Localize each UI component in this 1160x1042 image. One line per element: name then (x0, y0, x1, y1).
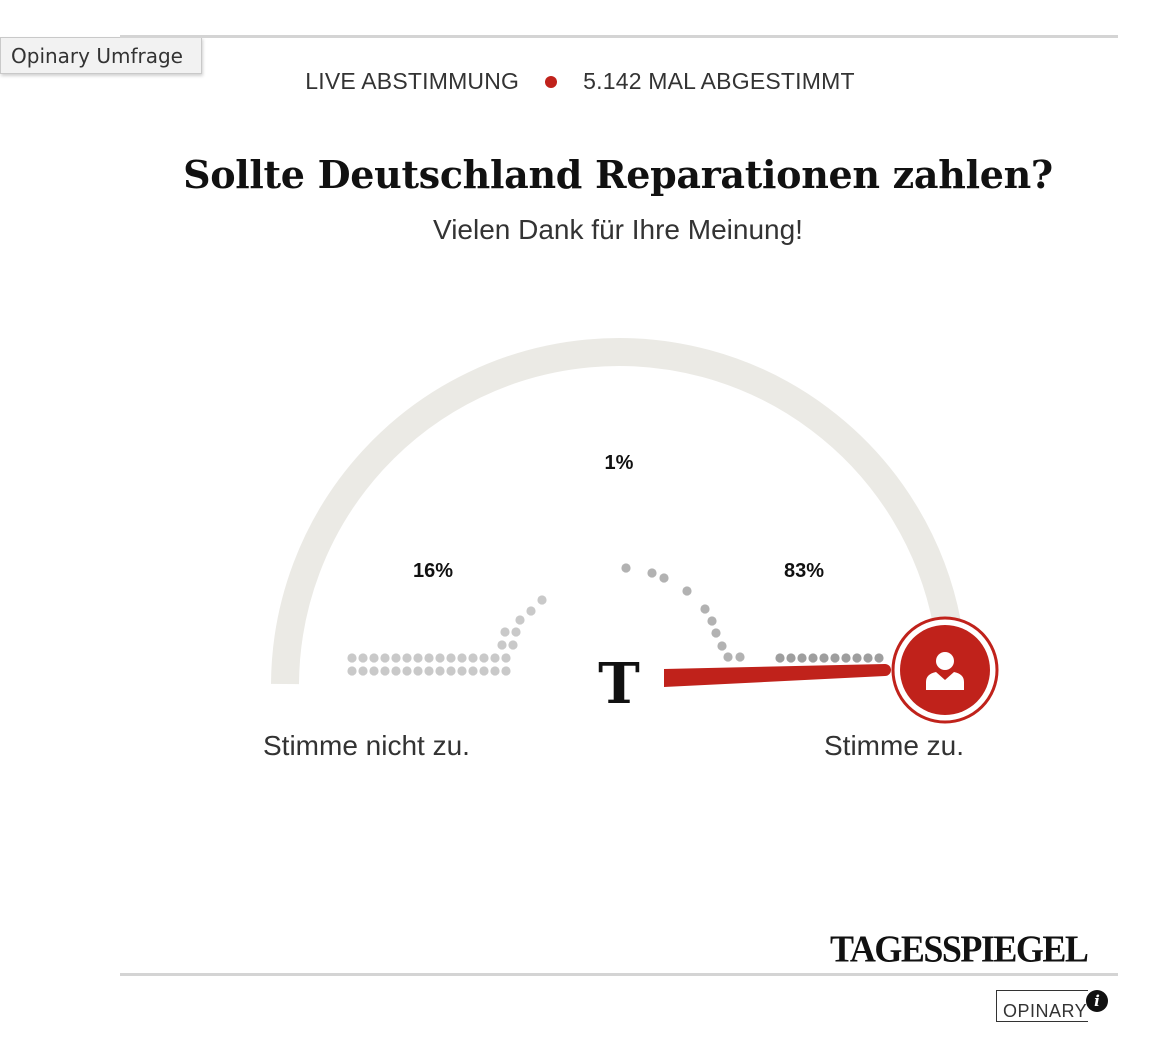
top-divider (120, 35, 1118, 38)
tooltip: Opinary Umfrage (0, 37, 202, 74)
tagesspiegel-logo-icon: T (598, 651, 640, 717)
vote-dot (391, 666, 401, 676)
vote-dot (402, 666, 412, 676)
percent-agree: 83% (784, 560, 824, 582)
info-icon[interactable]: i (1086, 990, 1108, 1012)
vote-dot (369, 666, 379, 676)
vote-dot (723, 652, 733, 662)
opinary-logo[interactable]: OPINARY (996, 990, 1088, 1022)
vote-dot (391, 653, 401, 663)
thank-you-message: Vielen Dank für Ihre Meinung! (433, 214, 803, 245)
vote-dot (479, 653, 489, 663)
vote-dot (526, 606, 536, 616)
vote-dot (537, 595, 547, 605)
vote-dot (347, 653, 357, 663)
vote-dot (659, 573, 669, 583)
vote-dot (358, 666, 368, 676)
vote-count: 5.142 MAL ABGESTIMMT (583, 68, 855, 94)
vote-dot (358, 653, 368, 663)
vote-dot (735, 652, 745, 662)
vote-dot (682, 586, 692, 596)
vote-dot (775, 653, 785, 663)
vote-dot (468, 666, 478, 676)
vote-dot (424, 666, 434, 676)
poll-question: Sollte Deutschland Reparationen zahlen? (183, 152, 1053, 197)
bottom-divider (120, 973, 1118, 976)
vote-dot (446, 666, 456, 676)
scale-label-agree: Stimme zu. (824, 730, 965, 761)
vote-dot (647, 568, 657, 578)
vote-dot (424, 653, 434, 663)
vote-dot (380, 653, 390, 663)
vote-dot (497, 640, 507, 650)
vote-dot (468, 653, 478, 663)
vote-dot (402, 653, 412, 663)
vote-dot (819, 653, 829, 663)
vote-dot (479, 666, 489, 676)
vote-dot (457, 666, 467, 676)
vote-dot (413, 666, 423, 676)
percent-disagree: 16% (413, 560, 453, 582)
vote-dot (511, 627, 521, 637)
vote-dot (490, 666, 500, 676)
percent-neutral: 1% (605, 452, 634, 474)
vote-dot (707, 616, 717, 626)
vote-dot (830, 653, 840, 663)
vote-dot (435, 653, 445, 663)
vote-dot (501, 666, 511, 676)
vote-dot (446, 653, 456, 663)
vote-dot (500, 627, 510, 637)
vote-dot (797, 653, 807, 663)
vote-dot (621, 563, 631, 573)
gauge-arc (271, 338, 961, 685)
vote-dot (841, 653, 851, 663)
user-icon (926, 652, 964, 690)
vote-dot (501, 653, 511, 663)
scale-label-disagree: Stimme nicht zu. (263, 730, 470, 761)
vote-dot (413, 653, 423, 663)
live-status-bar: LIVE ABSTIMMUNG 5.142 MAL ABGESTIMMT (0, 68, 1160, 95)
user-vote-handle[interactable] (891, 616, 999, 724)
needle-tip (879, 664, 891, 676)
live-label: LIVE ABSTIMMUNG (305, 68, 520, 94)
vote-dot (380, 666, 390, 676)
vote-dot (435, 666, 445, 676)
tagesspiegel-logo[interactable]: TAGESSPIEGEL (830, 928, 1089, 970)
vote-dot (786, 653, 796, 663)
vote-dot (700, 604, 710, 614)
vote-dot (874, 653, 884, 663)
vote-dot (347, 666, 357, 676)
vote-dot (808, 653, 818, 663)
vote-dot (711, 628, 721, 638)
vote-dot (490, 653, 500, 663)
vote-dot (515, 615, 525, 625)
live-dot-icon (545, 75, 558, 88)
tooltip-text: Opinary Umfrage (11, 44, 183, 68)
vote-dot (457, 653, 467, 663)
vote-dot (717, 641, 727, 651)
gauge-needle[interactable] (664, 664, 885, 687)
vote-dot (863, 653, 873, 663)
vote-dot (508, 640, 518, 650)
vote-dot (852, 653, 862, 663)
vote-dot (369, 653, 379, 663)
